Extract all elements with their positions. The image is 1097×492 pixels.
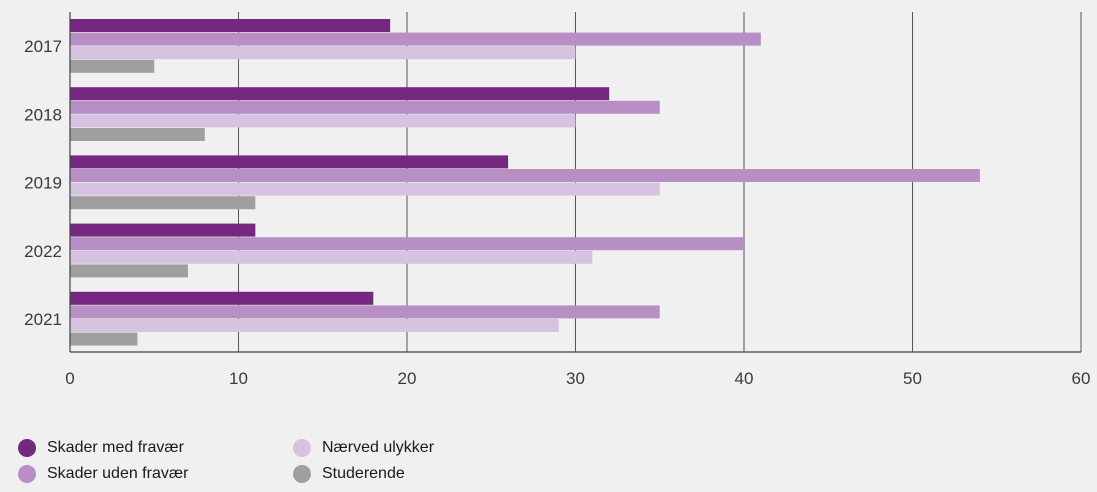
bar-2017-series-2 — [70, 46, 576, 60]
x-tick-label-50: 50 — [903, 369, 922, 388]
bar-2018-series-0 — [70, 87, 610, 101]
y-tick-label-2021: 2021 — [24, 310, 62, 329]
x-tick-label-0: 0 — [65, 369, 74, 388]
bar-2019-series-2 — [70, 182, 660, 196]
legend-swatch-2 — [293, 439, 311, 457]
legend-label-2: Nærved ulykker — [322, 439, 435, 456]
legend-swatch-0 — [18, 439, 36, 457]
legend-label-1: Skader uden fravær — [47, 465, 189, 482]
bar-2022-series-1 — [70, 237, 744, 251]
bar-2018-series-1 — [70, 100, 660, 114]
y-tick-label-2022: 2022 — [24, 242, 62, 261]
x-tick-label-40: 40 — [735, 369, 754, 388]
legend-swatch-3 — [293, 465, 311, 483]
bar-2022-series-3 — [70, 264, 188, 278]
legend: Skader med fravær Nærved ulykker Skader ud… — [18, 439, 513, 483]
x-tick-label-10: 10 — [229, 369, 248, 388]
bar-2022-series-2 — [70, 250, 593, 264]
legend-label-0: Skader med fravær — [47, 439, 184, 456]
x-tick-label-60: 60 — [1072, 369, 1091, 388]
y-tick-label-2019: 2019 — [24, 174, 62, 193]
legend-item-0: Skader med fravær — [18, 439, 293, 457]
bar-2021-series-2 — [70, 319, 559, 332]
legend-item-3: Studerende — [293, 465, 513, 483]
bar-2021-series-0 — [70, 291, 374, 305]
bar-2019-series-1 — [70, 169, 980, 182]
bar-2017-series-0 — [70, 19, 391, 32]
bar-2022-series-0 — [70, 223, 256, 237]
y-tick-label-2017: 2017 — [24, 37, 62, 56]
bar-2017-series-1 — [70, 32, 761, 46]
bar-2021-series-3 — [70, 332, 138, 346]
bar-2019-series-0 — [70, 155, 509, 169]
bar-2021-series-1 — [70, 305, 660, 319]
legend-item-2: Nærved ulykker — [293, 439, 513, 457]
x-tick-label-20: 20 — [398, 369, 417, 388]
x-tick-label-30: 30 — [566, 369, 585, 388]
bar-2018-series-2 — [70, 114, 576, 128]
bar-2018-series-3 — [70, 128, 205, 141]
legend-label-3: Studerende — [322, 465, 405, 482]
y-tick-label-2018: 2018 — [24, 105, 62, 124]
legend-item-1: Skader uden fravær — [18, 465, 293, 483]
legend-swatch-1 — [18, 465, 36, 483]
bar-2017-series-3 — [70, 59, 155, 73]
bar-2019-series-3 — [70, 196, 256, 210]
